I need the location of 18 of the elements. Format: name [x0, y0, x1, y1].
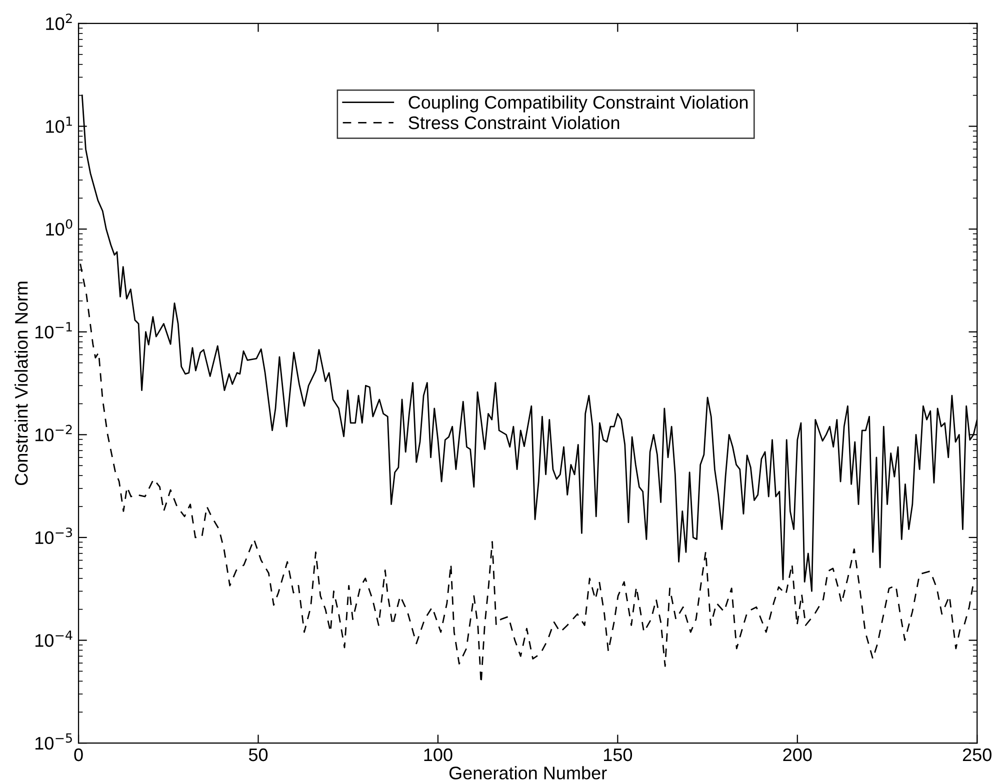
- x-tick-label: 50: [248, 748, 268, 762]
- x-axis-title: Generation Number: [449, 766, 607, 780]
- y-tick-label: 10$^{−1}$: [36, 322, 72, 338]
- y-tick-label: 10$^{−4}$: [36, 630, 72, 647]
- y-tick-label: 10$^{−3}$: [36, 528, 72, 544]
- legend-label: Coupling Compatibility Constraint Violation: [408, 96, 748, 112]
- y-axis-title: Constraint Violation Norm: [14, 282, 28, 486]
- y-tick-label: 10$^{−5}$: [36, 733, 72, 750]
- y-tick-label: 10$^{1}$: [46, 116, 72, 133]
- x-tick-label: 0: [74, 748, 83, 762]
- legend-label: Stress Constraint Violation: [408, 116, 620, 130]
- y-tick-label: 10$^{2}$: [46, 14, 72, 30]
- x-tick-label: 150: [604, 748, 632, 762]
- x-tick-label: 100: [424, 748, 452, 762]
- x-tick-label: 200: [783, 748, 812, 762]
- x-tick-label: 250: [962, 748, 992, 762]
- y-tick-label: 10$^{−2}$: [36, 424, 72, 442]
- y-tick-label: 10$^{0}$: [46, 219, 72, 236]
